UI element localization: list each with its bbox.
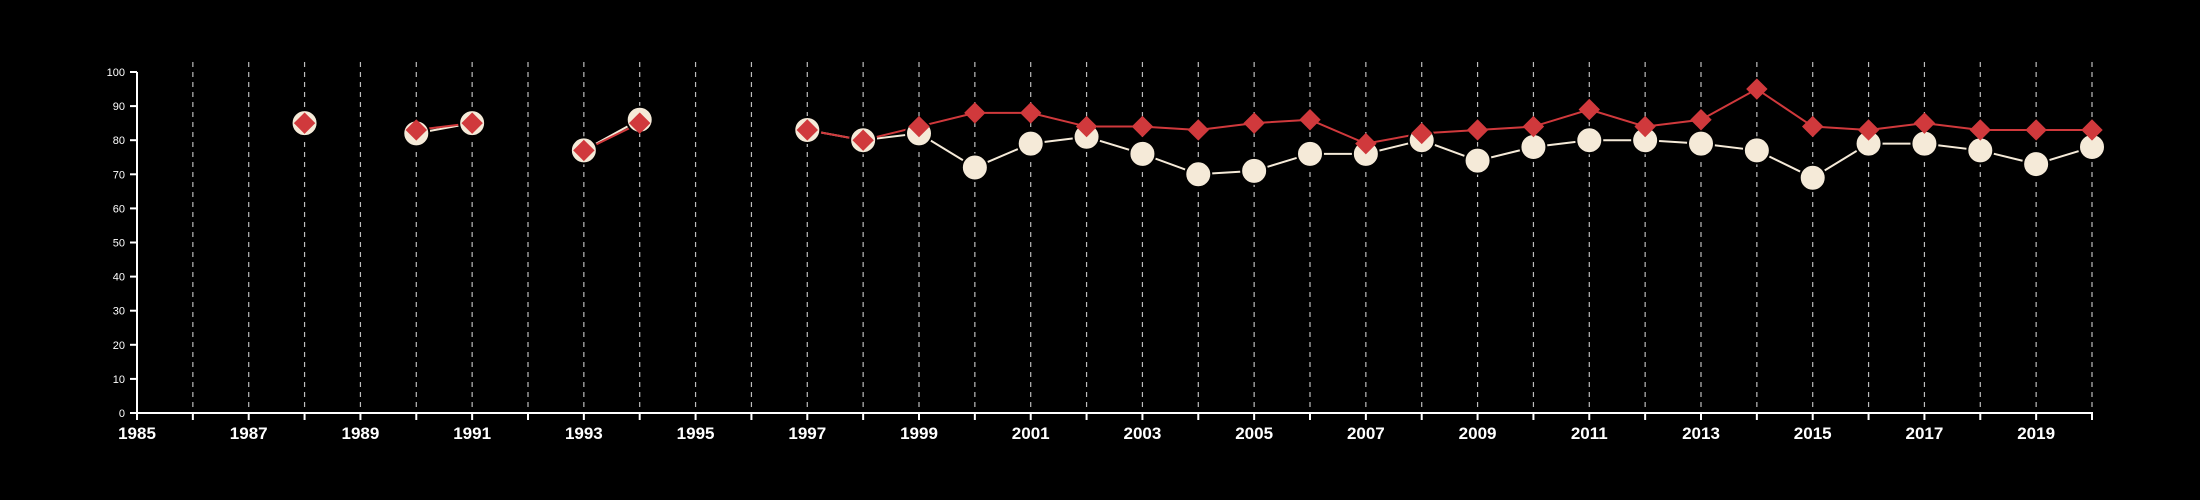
diamond-point xyxy=(1634,115,1656,138)
diamond-point xyxy=(1746,78,1768,100)
y-tick-label: 70 xyxy=(113,169,125,181)
diamond-point xyxy=(964,102,986,124)
x-tick-label: 2007 xyxy=(1347,424,1385,443)
circle-point xyxy=(1016,129,1045,158)
diamond-point xyxy=(405,119,427,141)
y-tick-label: 90 xyxy=(113,101,125,113)
y-tick-label: 100 xyxy=(107,67,125,79)
x-tick-label: 1987 xyxy=(230,424,268,443)
circle-point xyxy=(1463,146,1492,175)
y-tick-label: 0 xyxy=(119,408,125,420)
x-tick-label: 1991 xyxy=(453,424,491,443)
diamond-point xyxy=(1578,98,1600,121)
x-tick-label: 2005 xyxy=(1235,424,1273,443)
circle-point xyxy=(1687,129,1715,158)
y-tick-label: 60 xyxy=(113,203,125,215)
diamond-point xyxy=(1857,119,1880,141)
circle-point xyxy=(1296,139,1324,168)
x-tick-label: 2019 xyxy=(2017,424,2055,443)
x-tick-label: 1989 xyxy=(342,424,380,443)
diamond-point xyxy=(1411,122,1433,145)
diamond-point xyxy=(1466,119,1489,141)
diamond-point xyxy=(2081,119,2103,141)
circle-point xyxy=(2022,150,2051,179)
x-tick-label: 2013 xyxy=(1682,424,1720,443)
diamond-point xyxy=(908,115,930,138)
series-line xyxy=(807,87,2092,145)
x-tick-label: 2015 xyxy=(1794,424,1832,443)
diamond-point xyxy=(629,112,651,134)
x-tick-label: 2011 xyxy=(1571,424,1608,443)
diamond-point xyxy=(1187,119,1209,141)
diamond-point xyxy=(1802,115,1824,138)
circle-point xyxy=(1966,136,1995,165)
diamond-point xyxy=(796,119,818,141)
x-tick-label: 1985 xyxy=(118,424,156,443)
x-tick-label: 2017 xyxy=(1906,424,1944,443)
circle-point xyxy=(1128,139,1157,168)
circle-point xyxy=(1575,126,1604,155)
x-tick-label: 1997 xyxy=(788,424,826,443)
x-tick-label: 2009 xyxy=(1459,424,1497,443)
diamond-point xyxy=(1131,115,1154,138)
diamond-point xyxy=(1020,102,1042,124)
x-tick-label: 2001 xyxy=(1012,424,1050,443)
diamond-point xyxy=(1969,119,1991,141)
y-tick-label: 80 xyxy=(113,135,125,147)
circle-point xyxy=(960,153,989,182)
series xyxy=(290,78,2106,192)
circle-point xyxy=(1742,136,1771,165)
diamond-point xyxy=(293,112,316,134)
y-tick-label: 10 xyxy=(113,374,125,386)
diamond-point xyxy=(1355,132,1377,155)
x-tick-label: 1993 xyxy=(565,424,603,443)
y-tick-label: 20 xyxy=(113,340,125,352)
circle-point xyxy=(1240,156,1269,185)
diamond-point xyxy=(1243,112,1265,134)
diamond-point xyxy=(573,139,595,162)
diamond-point xyxy=(461,112,483,134)
diamond-point xyxy=(1690,109,1712,131)
gridlines xyxy=(192,62,2093,413)
circle-point xyxy=(1798,163,1827,192)
diamond-point xyxy=(1299,109,1321,131)
x-tick-label: 1999 xyxy=(900,424,938,443)
y-tick-label: 50 xyxy=(113,238,125,250)
x-tick-label: 2003 xyxy=(1124,424,1162,443)
diamond-point xyxy=(2025,119,2047,141)
diamond-point xyxy=(852,129,874,151)
y-tick-label: 30 xyxy=(113,306,125,318)
diamond-point xyxy=(1075,115,1098,138)
circle-point xyxy=(1519,133,1548,162)
diamond-point xyxy=(1522,115,1545,138)
diamond-point xyxy=(1913,112,1936,134)
circle-point xyxy=(1910,129,1939,158)
x-tick-label: 1995 xyxy=(677,424,715,443)
series-line xyxy=(807,128,2093,179)
axes: 0 10 20 30 40 50 60 70 80 90 100 1985 1987 1989 1991 19… xyxy=(107,67,2093,443)
circle-point xyxy=(1184,160,1213,189)
y-tick-label: 40 xyxy=(113,272,125,284)
